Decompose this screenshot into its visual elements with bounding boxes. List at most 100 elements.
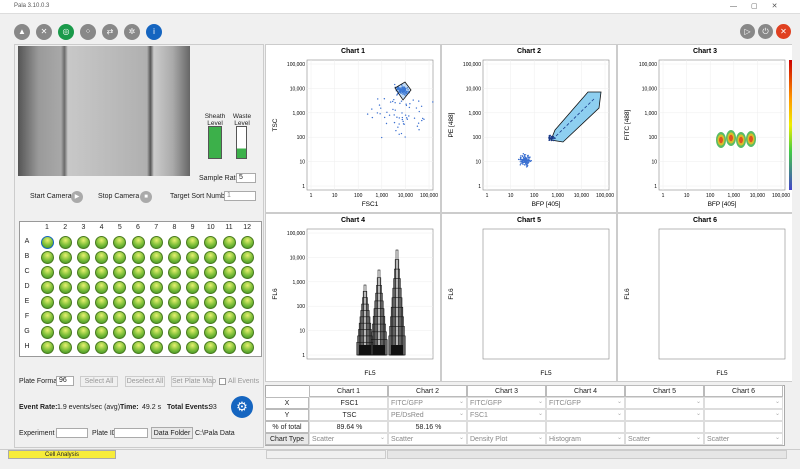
well[interactable]	[76, 310, 90, 324]
well[interactable]	[40, 265, 54, 279]
table-cell[interactable]	[625, 397, 704, 409]
well[interactable]	[186, 340, 200, 354]
toolbar-button[interactable]: ✲	[124, 24, 140, 40]
well[interactable]	[131, 295, 145, 309]
table-cell[interactable]: Density Plot	[467, 433, 546, 445]
well[interactable]	[58, 340, 72, 354]
target-sort-input[interactable]: 1	[224, 191, 256, 201]
toolbar-button[interactable]: ▷	[740, 24, 755, 39]
well[interactable]	[76, 250, 90, 264]
well[interactable]	[113, 280, 127, 294]
table-cell[interactable]: Histogram	[546, 433, 625, 445]
well[interactable]	[58, 280, 72, 294]
well[interactable]	[167, 295, 181, 309]
well[interactable]	[113, 325, 127, 339]
well[interactable]	[186, 265, 200, 279]
well[interactable]	[222, 280, 236, 294]
table-cell[interactable]: PE/DsRed	[388, 409, 467, 421]
well[interactable]	[113, 340, 127, 354]
well[interactable]	[204, 310, 218, 324]
chart-type-button[interactable]: Chart Type	[265, 433, 309, 445]
well[interactable]	[167, 235, 181, 249]
well[interactable]	[95, 340, 109, 354]
well[interactable]	[204, 265, 218, 279]
table-cell[interactable]	[704, 397, 783, 409]
well[interactable]	[240, 340, 254, 354]
well[interactable]	[40, 295, 54, 309]
plate-id-input[interactable]	[114, 428, 148, 438]
set-plate-map-button[interactable]: Set Plate Map	[171, 376, 216, 387]
well[interactable]	[76, 235, 90, 249]
well[interactable]	[186, 310, 200, 324]
well[interactable]	[149, 325, 163, 339]
well[interactable]	[113, 310, 127, 324]
well[interactable]	[40, 235, 54, 249]
table-cell[interactable]: FITC/GFP	[388, 397, 467, 409]
well[interactable]	[167, 325, 181, 339]
table-cell[interactable]	[704, 409, 783, 421]
well[interactable]	[40, 250, 54, 264]
table-cell[interactable]: Scatter	[625, 433, 704, 445]
well[interactable]	[222, 265, 236, 279]
well[interactable]	[204, 235, 218, 249]
well[interactable]	[222, 235, 236, 249]
well[interactable]	[167, 280, 181, 294]
toolbar-button[interactable]: ✕	[36, 24, 52, 40]
well[interactable]	[240, 310, 254, 324]
well[interactable]	[186, 235, 200, 249]
well[interactable]	[149, 265, 163, 279]
well[interactable]	[167, 250, 181, 264]
experiment-id-input[interactable]	[56, 428, 88, 438]
deselect-all-button[interactable]: Deselect All	[125, 376, 165, 387]
well[interactable]	[204, 295, 218, 309]
well[interactable]	[58, 250, 72, 264]
well[interactable]	[186, 250, 200, 264]
toolbar-button[interactable]: ▲	[14, 24, 30, 40]
well[interactable]	[240, 280, 254, 294]
plate-format-select[interactable]: 96	[56, 376, 74, 386]
well[interactable]	[186, 325, 200, 339]
well[interactable]	[95, 265, 109, 279]
well[interactable]	[113, 265, 127, 279]
well[interactable]	[76, 340, 90, 354]
well[interactable]	[58, 310, 72, 324]
sample-rate-select[interactable]: 5	[236, 173, 256, 183]
well[interactable]	[149, 235, 163, 249]
toolbar-button[interactable]: ⁘	[80, 24, 96, 40]
toolbar-button[interactable]: ✕	[776, 24, 791, 39]
toolbar-button[interactable]: ⇄	[102, 24, 118, 40]
well[interactable]	[204, 325, 218, 339]
well[interactable]	[240, 235, 254, 249]
well[interactable]	[113, 235, 127, 249]
well[interactable]	[204, 250, 218, 264]
well[interactable]	[95, 250, 109, 264]
well[interactable]	[131, 310, 145, 324]
well[interactable]	[95, 295, 109, 309]
well[interactable]	[149, 295, 163, 309]
all-events-checkbox[interactable]	[219, 378, 226, 385]
well[interactable]	[95, 235, 109, 249]
well[interactable]	[95, 280, 109, 294]
well[interactable]	[167, 310, 181, 324]
well[interactable]	[222, 295, 236, 309]
table-cell[interactable]: Scatter	[704, 433, 783, 445]
start-camera-button[interactable]: ▶	[71, 191, 83, 203]
well[interactable]	[240, 250, 254, 264]
well[interactable]	[40, 340, 54, 354]
well[interactable]	[240, 295, 254, 309]
table-cell[interactable]: FITC/GFP	[467, 397, 546, 409]
well[interactable]	[95, 310, 109, 324]
toolbar-button[interactable]: i	[146, 24, 162, 40]
well[interactable]	[40, 325, 54, 339]
well[interactable]	[113, 250, 127, 264]
well[interactable]	[58, 325, 72, 339]
table-cell[interactable]: FSC1	[467, 409, 546, 421]
table-cell[interactable]: FITC/GFP	[546, 397, 625, 409]
well[interactable]	[76, 325, 90, 339]
well[interactable]	[58, 295, 72, 309]
well[interactable]	[149, 310, 163, 324]
toolbar-button[interactable]: ◎	[58, 24, 74, 40]
well[interactable]	[131, 340, 145, 354]
well[interactable]	[76, 280, 90, 294]
well[interactable]	[222, 325, 236, 339]
